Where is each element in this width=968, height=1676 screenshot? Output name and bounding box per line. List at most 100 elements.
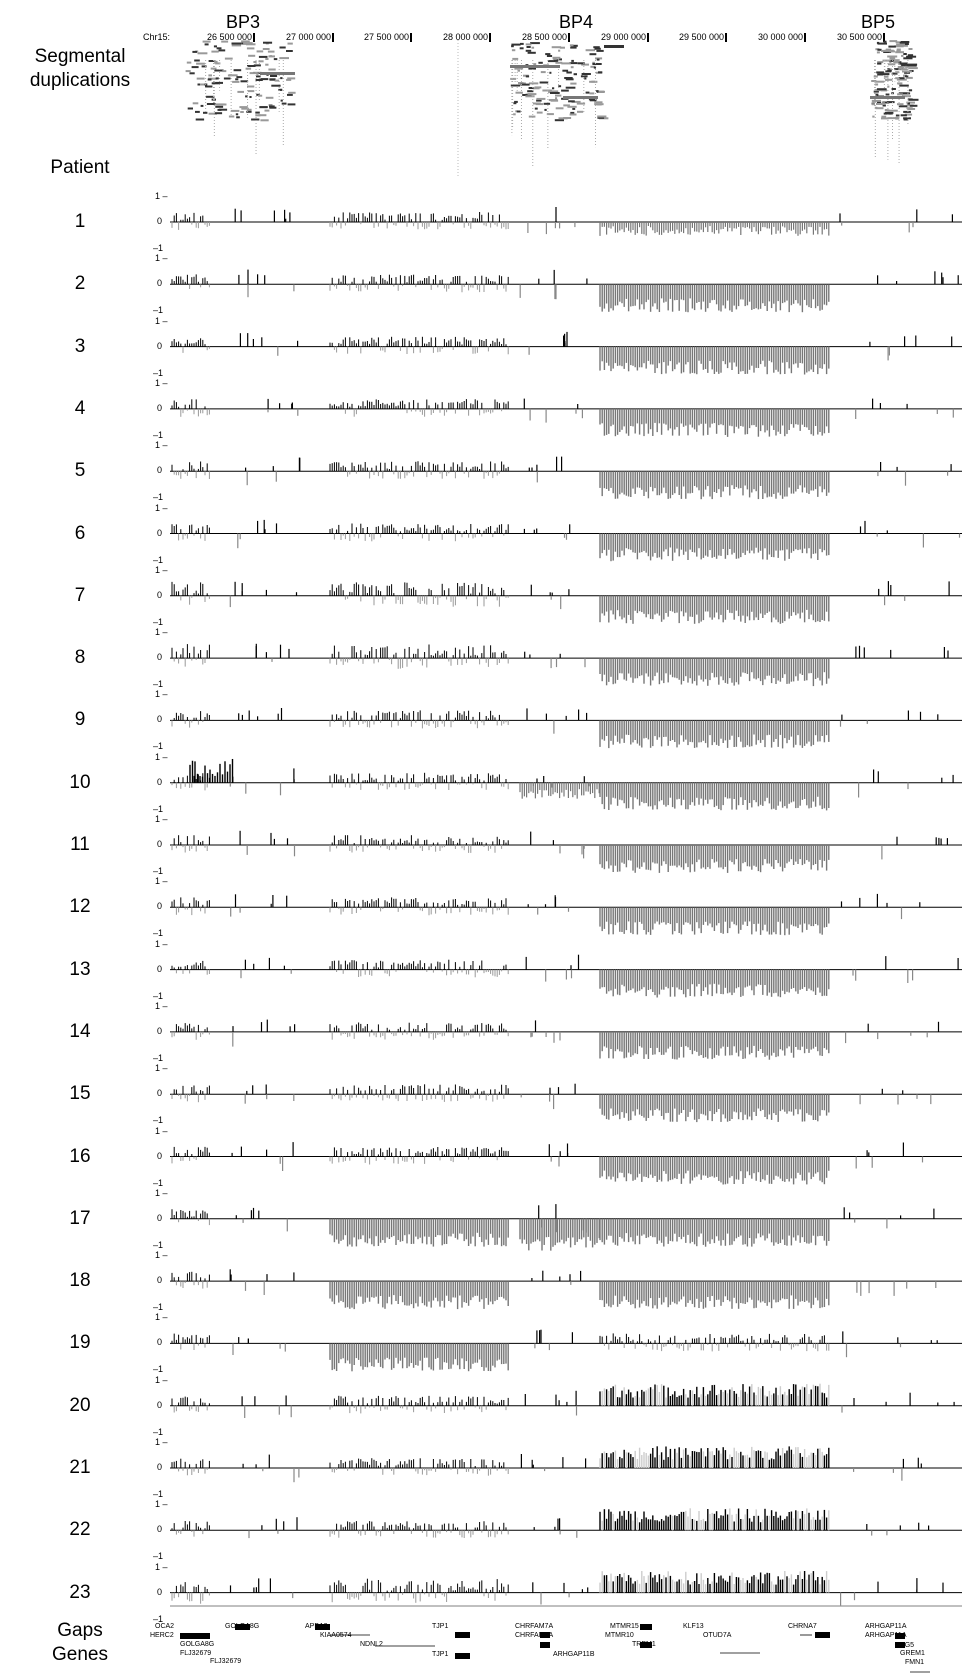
segdup-mark [215, 62, 221, 65]
segdup-mark [585, 91, 590, 94]
segdup-mark [231, 42, 242, 45]
segdup-mark [221, 40, 229, 43]
segdup-mark [569, 44, 574, 47]
segdup-mark [237, 90, 244, 93]
segdup-mark [520, 42, 524, 45]
segdup-mark [896, 49, 901, 52]
segdup-mark [882, 59, 891, 62]
segdup-mark [245, 67, 252, 70]
segdup-mark [573, 73, 577, 76]
segdup-mark [871, 103, 875, 106]
segdup-mark [585, 49, 595, 52]
segdup-mark [514, 100, 518, 103]
segdup-mark [571, 44, 578, 47]
segdup-mark [273, 58, 278, 61]
segdup-bar [870, 96, 905, 99]
segdup-mark [201, 65, 207, 68]
segdup-mark [882, 104, 886, 107]
axis-label-top: 1 – [155, 814, 168, 824]
coordinate-27500000: 27 500 000 [364, 32, 413, 43]
segdup-mark [256, 75, 261, 78]
segdup-mark [596, 49, 604, 52]
segdup-mark [903, 74, 907, 77]
segdup-mark [558, 49, 561, 52]
segdup-mark [555, 61, 563, 64]
axis-label-bottom: –1 [153, 616, 164, 627]
axis-label-bottom: –1 [153, 1551, 164, 1562]
segdup-mark [899, 67, 902, 70]
segdup-mark [241, 40, 250, 43]
segdup-mark [515, 91, 523, 94]
segdup-mark [288, 91, 296, 94]
segdup-mark [592, 63, 602, 65]
segdup-mark [568, 100, 575, 103]
segdup-mark [204, 43, 209, 46]
segdup-mark [200, 83, 205, 86]
segdup-mark [214, 60, 217, 63]
segdup-mark [876, 101, 882, 103]
segdup-mark [876, 51, 880, 54]
segdup-mark [269, 105, 275, 108]
axis-label-zero: 0 [157, 714, 163, 725]
segdup-mark [546, 55, 553, 57]
axis-label-top: 1 – [155, 1374, 168, 1385]
segdup-mark [906, 107, 913, 110]
segdup-mark [514, 67, 524, 70]
segdup-mark [262, 48, 270, 50]
segdup-mark [525, 75, 530, 78]
segdup-mark [245, 95, 248, 98]
segdup-mark [246, 43, 256, 46]
segdup-mark [192, 50, 197, 53]
segdup-mark [593, 66, 596, 69]
segdup-mark [555, 94, 562, 97]
segdup-mark [511, 45, 514, 48]
segdup-mark [208, 74, 212, 77]
segdup-mark [889, 40, 898, 43]
patient-number: 7 [74, 584, 86, 606]
segdup-mark [205, 85, 213, 88]
segdup-mark [513, 113, 516, 116]
segdup-mark [550, 99, 559, 102]
segdup-mark [236, 116, 240, 119]
segdup-mark [896, 43, 905, 46]
segdup-mark [540, 71, 546, 74]
segdup-mark [589, 92, 595, 95]
segdup-mark [552, 57, 557, 60]
patient-number: 13 [69, 958, 91, 980]
segdup-mark [247, 42, 253, 45]
segdup-mark [213, 45, 217, 48]
segdup-bar [604, 45, 624, 48]
segdup-mark [909, 104, 918, 107]
segdup-mark [895, 41, 903, 44]
segdup-mark [874, 80, 885, 83]
coordinate-29000000: 29 000 000 [601, 32, 650, 43]
segdup-mark [576, 102, 586, 105]
patient-number: 11 [70, 834, 90, 855]
segdup-mark [279, 57, 289, 60]
bp4-label: BP4 [559, 12, 594, 32]
segdup-mark [525, 49, 532, 52]
segdup-mark [543, 102, 551, 105]
segdup-mark [596, 90, 599, 93]
segdup-mark [880, 89, 888, 92]
segdup-mark [906, 55, 917, 58]
segdup-mark [251, 118, 260, 121]
axis-label-top: 1 – [155, 689, 168, 700]
segdup-mark [570, 82, 577, 85]
segdup-mark [208, 77, 218, 80]
segdup-mark [196, 62, 205, 65]
segdup-mark [902, 95, 911, 98]
segdup-mark [229, 74, 238, 77]
segdup-mark [210, 67, 217, 70]
segdup-mark [216, 47, 222, 50]
patient-number: 1 [74, 211, 86, 232]
axis-label-zero: 0 [157, 216, 163, 226]
segdup-mark [235, 78, 239, 81]
segdup-mark [519, 47, 524, 50]
segmental-duplications-label: Segmental duplications [5, 45, 155, 93]
segdup-mark [877, 73, 884, 76]
segdup-mark [901, 43, 909, 45]
segdup-mark [258, 114, 267, 117]
segdup-mark [241, 107, 249, 110]
segdup-mark [590, 65, 597, 68]
